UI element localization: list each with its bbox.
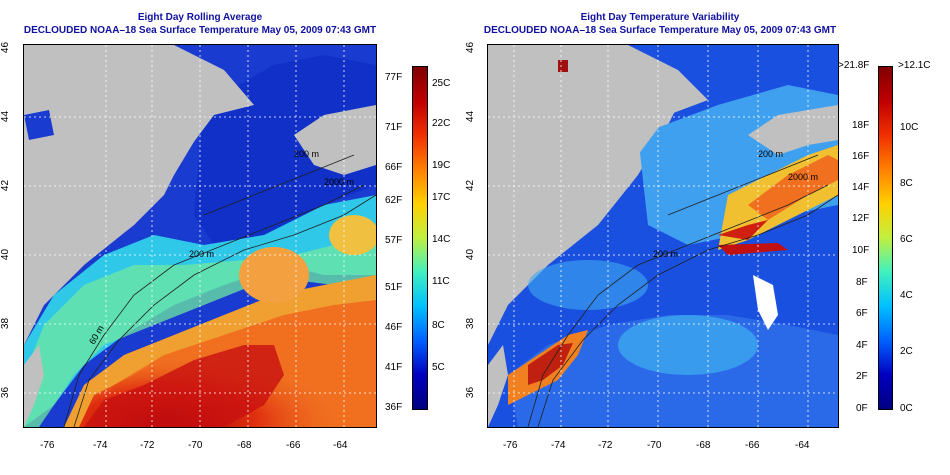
right-ytick-40: 40 — [465, 248, 477, 261]
left-cb-c-3: 17C — [432, 192, 451, 203]
left-cb-c-0: 25C — [432, 78, 451, 89]
right-cb-f-4: 12F — [852, 213, 870, 224]
right-colorbar — [878, 66, 893, 410]
left-xtick-3: -70 — [188, 440, 203, 451]
right-cb-f-9: 2F — [856, 371, 868, 382]
right-cb-c-3: 6C — [900, 234, 913, 245]
right-cb-f-5: 10F — [852, 245, 870, 256]
right-xtick-0: -76 — [503, 440, 518, 451]
right-cb-c-0: >12.1C — [898, 60, 931, 71]
right-cb-f-0: >21.8F — [838, 60, 870, 71]
right-xtick-3: -70 — [647, 440, 662, 451]
right-contour-label-200m-a: 200 m — [758, 149, 783, 159]
right-cb-f-2: 16F — [852, 151, 870, 162]
left-ytick-40: 40 — [0, 248, 12, 261]
right-map: 2000 m 200 m 200 m — [487, 44, 839, 428]
left-xtick-2: -72 — [140, 440, 155, 451]
contour-label-2000m: 2000 m — [324, 177, 354, 187]
left-ytick-44: 44 — [0, 110, 12, 123]
left-xtick-5: -66 — [286, 440, 301, 451]
left-ytick-46: 46 — [0, 41, 12, 54]
right-cb-f-3: 14F — [852, 182, 870, 193]
left-cb-f-1: 71F — [385, 122, 403, 133]
left-cb-c-5: 11C — [432, 276, 450, 287]
right-title: Eight Day Temperature Variability — [580, 12, 740, 23]
left-xtick-4: -68 — [237, 440, 252, 451]
contour-label-200m-b: 200 m — [189, 249, 214, 259]
right-cb-c-4: 4C — [900, 290, 913, 301]
left-cb-f-2: 66F — [385, 162, 403, 173]
right-cb-f-6: 8F — [856, 277, 868, 288]
left-subtitle: DECLOUDED NOAA–18 Sea Surface Temperatur… — [23, 25, 377, 36]
left-colorbar — [412, 66, 428, 410]
right-xtick-2: -72 — [598, 440, 613, 451]
left-xtick-0: -76 — [40, 440, 55, 451]
right-ytick-38: 38 — [465, 317, 477, 330]
right-xtick-4: -68 — [696, 440, 711, 451]
left-cb-c-2: 19C — [432, 160, 451, 171]
left-cb-f-0: 77F — [385, 72, 403, 83]
right-map-svg: 2000 m 200 m 200 m — [488, 45, 838, 427]
right-contour-label-200m-b: 200 m — [653, 249, 678, 259]
left-cb-c-7: 5C — [432, 362, 445, 373]
right-ytick-36: 36 — [465, 386, 477, 399]
right-cb-c-5: 2C — [900, 346, 913, 357]
left-cb-f-4: 57F — [385, 235, 403, 246]
right-cb-c-6: 0C — [900, 403, 913, 414]
left-cb-f-3: 62F — [385, 195, 403, 206]
left-cb-f-6: 46F — [385, 322, 403, 333]
left-ytick-36: 36 — [0, 386, 12, 399]
right-ytick-42: 42 — [465, 179, 477, 192]
left-cb-f-5: 51F — [385, 282, 403, 293]
right-ytick-46: 46 — [465, 41, 477, 54]
left-xtick-1: -74 — [93, 440, 108, 451]
right-xtick-6: -64 — [795, 440, 810, 451]
right-cb-f-1: 18F — [852, 120, 870, 131]
right-cb-c-1: 10C — [900, 122, 919, 133]
right-cb-f-7: 6F — [856, 308, 868, 319]
right-cb-f-10: 0F — [856, 403, 868, 414]
left-title: Eight Day Rolling Average — [137, 12, 263, 23]
contour-label-200m-a: 200 m — [294, 149, 319, 159]
left-map: 2000 m 200 m 200 m 60 m — [23, 44, 377, 428]
left-cb-c-1: 22C — [432, 118, 451, 129]
left-cb-f-8: 36F — [385, 402, 403, 413]
left-cb-c-6: 8C — [432, 320, 445, 331]
right-cb-f-8: 4F — [856, 340, 868, 351]
left-map-svg: 2000 m 200 m 200 m 60 m — [24, 45, 376, 427]
left-ytick-38: 38 — [0, 317, 12, 330]
left-xtick-6: -64 — [333, 440, 348, 451]
right-xtick-1: -74 — [551, 440, 566, 451]
right-contour-label-2000m: 2000 m — [788, 172, 818, 182]
left-cb-c-4: 14C — [432, 234, 451, 245]
left-ytick-42: 42 — [0, 179, 12, 192]
right-xtick-5: -66 — [745, 440, 760, 451]
left-cb-f-7: 41F — [385, 362, 403, 373]
right-ytick-44: 44 — [465, 110, 477, 123]
right-subtitle: DECLOUDED NOAA–18 Sea Surface Temperatur… — [483, 25, 837, 36]
right-cb-c-2: 8C — [900, 178, 913, 189]
